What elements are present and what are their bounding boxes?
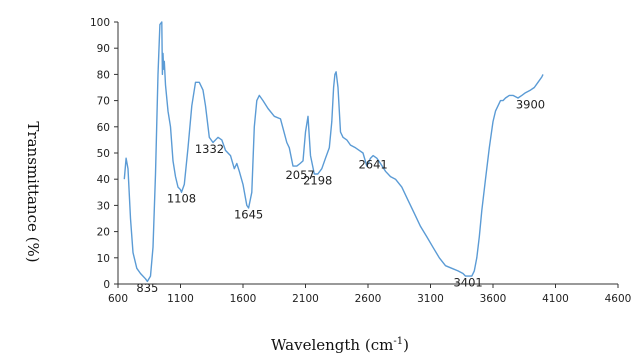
- x-tick-label: 1600: [230, 293, 257, 305]
- x-tick-label: 2600: [355, 293, 382, 305]
- y-tick-label: 80: [97, 69, 110, 81]
- y-tick-labels: 0 10 20 30 40 50 60 70 80 90 100: [90, 17, 110, 291]
- y-tick-label: 60: [97, 122, 110, 134]
- x-tick-label: 4100: [542, 293, 569, 305]
- series-line: [123, 21, 544, 283]
- y-tick-label: 100: [90, 17, 110, 29]
- x-axis-title-text: Wavelength (cm: [271, 336, 393, 354]
- x-tick-label: 4600: [605, 293, 632, 305]
- peak-label: 1645: [234, 207, 263, 221]
- peak-label: 1332: [195, 142, 224, 156]
- peak-label: 3401: [453, 276, 482, 290]
- x-axis-title-close: ): [403, 336, 409, 354]
- peak-label: 835: [136, 281, 158, 295]
- peak-label: 2641: [358, 158, 387, 172]
- peak-label: 2198: [303, 173, 332, 187]
- x-tick-label: 2100: [292, 293, 319, 305]
- x-tick-label: 3100: [417, 293, 444, 305]
- y-tick-label: 0: [103, 279, 110, 291]
- y-tick-label: 30: [97, 200, 110, 212]
- x-tick-labels: 600 1100 1600 2100 2600 3100 3600 4100 4600: [108, 293, 631, 305]
- y-tick-label: 10: [97, 253, 110, 265]
- y-axis-title: Transmittance (%): [24, 121, 42, 262]
- x-axis-title: Wavelength (cm-1): [271, 336, 409, 354]
- x-tick-label: 600: [108, 293, 128, 305]
- x-tick-label: 3600: [480, 293, 507, 305]
- y-tick-label: 20: [97, 227, 110, 239]
- peak-label: 3900: [516, 97, 545, 111]
- x-tick-label: 1100: [167, 293, 194, 305]
- y-tick-label: 90: [97, 43, 110, 55]
- y-tick-label: 50: [97, 148, 110, 160]
- y-tick-label: 70: [97, 96, 110, 108]
- x-axis-title-superscript: -1: [393, 336, 403, 347]
- peak-label: 2057: [285, 168, 314, 182]
- chart-axes: [114, 21, 619, 288]
- y-tick-label: 40: [97, 174, 110, 186]
- peak-label: 1108: [167, 192, 196, 206]
